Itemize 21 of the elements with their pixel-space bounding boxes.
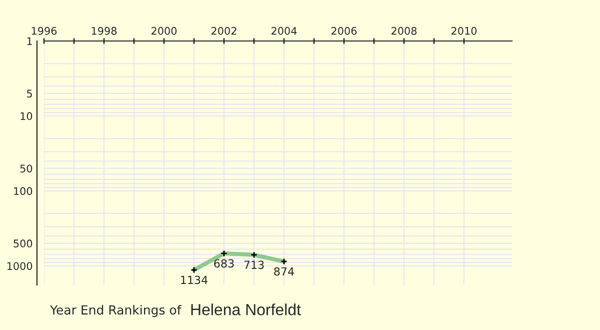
y-tick-label: 50 [20,164,32,172]
text: Helena Norfeldt [191,304,301,316]
x-tick-label: 2000 [152,26,177,35]
x-tick-label: 1998 [92,26,117,35]
data-label: 874 [274,267,294,276]
y-tick-label: 100 [14,187,32,196]
x-tick-label: 1996 [32,26,57,35]
y-tick-label: 5 [26,90,32,98]
y-tick-label: 10 [20,112,32,120]
text: Year End Rankings of [50,304,182,318]
x-tick-label: 2002 [212,26,236,35]
y-tick-label: 1000 [7,262,32,270]
x-tick-label: 2008 [392,26,417,35]
data-label: 1134 [181,276,208,284]
y-tick-label: 500 [14,240,32,248]
data-label: 683 [214,259,234,268]
y-tick-label: 1 [27,37,32,45]
x-tick-label: 2004 [272,26,297,35]
x-tick-label: 2010 [452,26,477,35]
x-tick-label: 2006 [332,26,357,35]
data-label: 713 [244,260,264,270]
